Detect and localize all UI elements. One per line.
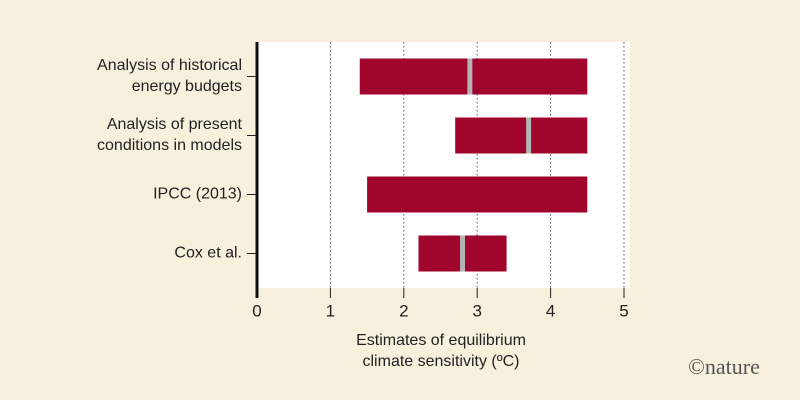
x-tick-label: 3 (472, 301, 481, 320)
y-tick-label: IPCC (2013) (153, 186, 242, 203)
y-tick-label: Analysis of historical (97, 57, 242, 74)
y-tick-label: Analysis of present (107, 116, 243, 133)
x-axis-label: climate sensitivity (ºC) (363, 353, 520, 370)
range-bar (455, 117, 588, 154)
x-tick-label: 4 (546, 301, 555, 320)
range-bar (367, 176, 588, 213)
central-estimate (526, 117, 532, 154)
central-estimate (460, 235, 466, 272)
y-tick-label: conditions in models (97, 137, 242, 154)
x-tick-label: 5 (619, 301, 628, 320)
y-tick-label: Cox et al. (174, 245, 242, 262)
credit: ©nature (688, 354, 760, 379)
x-tick-label: 2 (399, 301, 408, 320)
range-bar (359, 58, 588, 95)
x-tick-label: 1 (326, 301, 335, 320)
central-estimate (467, 58, 473, 95)
x-axis-label: Estimates of equilibrium (356, 332, 526, 349)
x-tick-label: 0 (252, 301, 261, 320)
y-tick-label: energy budgets (132, 78, 242, 95)
